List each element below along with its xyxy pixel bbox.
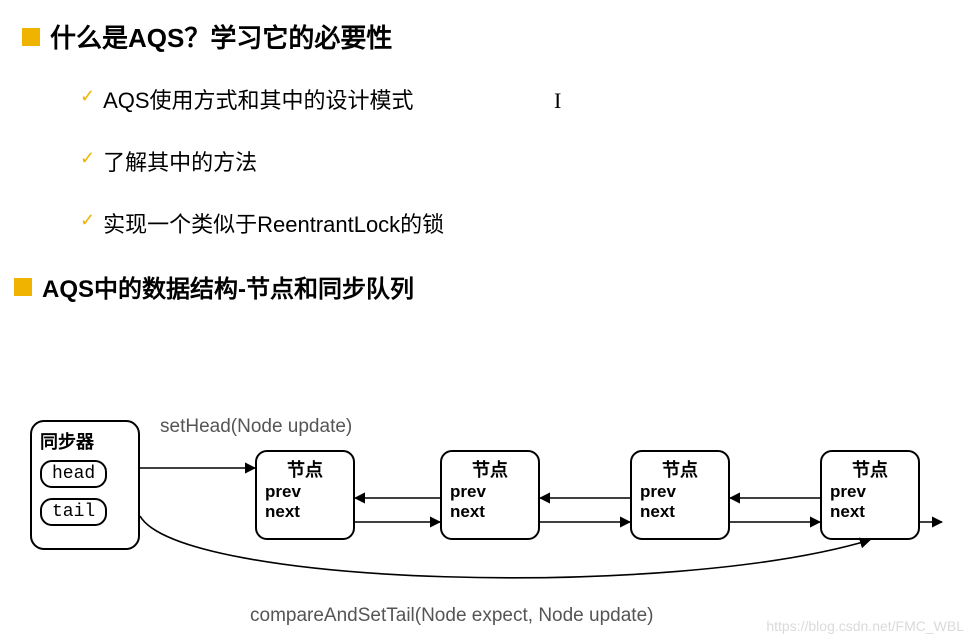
tail-pill: tail xyxy=(40,498,107,526)
head-pill: head xyxy=(40,460,107,488)
node-prev: prev xyxy=(450,482,530,502)
check-icon: ✓ xyxy=(80,145,95,171)
bullet-text-0: AQS使用方式和其中的设计模式 xyxy=(103,83,413,115)
node-title: 节点 xyxy=(265,456,345,482)
node-title: 节点 xyxy=(640,456,720,482)
node-box: 节点prevnext xyxy=(630,450,730,540)
check-icon: ✓ xyxy=(80,83,95,109)
square-bullet-icon xyxy=(22,28,40,46)
list-item: ✓ 实现一个类似于ReentrantLock的锁 xyxy=(80,207,974,239)
list-item: ✓ 了解其中的方法 xyxy=(80,145,974,177)
heading-2: AQS中的数据结构-节点和同步队列 xyxy=(14,269,974,304)
heading-1-text: 什么是AQS？学习它的必要性 xyxy=(50,18,392,55)
node-prev: prev xyxy=(640,482,720,502)
node-title: 节点 xyxy=(450,456,530,482)
node-next: next xyxy=(640,502,720,522)
node-prev: prev xyxy=(265,482,345,502)
sub-list: ✓ AQS使用方式和其中的设计模式 ✓ 了解其中的方法 ✓ 实现一个类似于Ree… xyxy=(80,83,974,239)
bullet-text-2: 实现一个类似于ReentrantLock的锁 xyxy=(103,207,444,239)
check-icon: ✓ xyxy=(80,207,95,233)
node-prev: prev xyxy=(830,482,910,502)
bullet-text-1: 了解其中的方法 xyxy=(103,145,257,177)
aqs-diagram: 同步器 head tail setHead(Node update) 节点pre… xyxy=(30,410,950,630)
node-next: next xyxy=(830,502,910,522)
sync-label: 同步器 xyxy=(40,428,130,454)
watermark: https://blog.csdn.net/FMC_WBL xyxy=(766,618,964,634)
heading-1: 什么是AQS？学习它的必要性 xyxy=(22,18,974,55)
sethead-label: setHead(Node update) xyxy=(160,416,352,438)
node-box: 节点prevnext xyxy=(440,450,540,540)
heading-2-text: AQS中的数据结构-节点和同步队列 xyxy=(42,269,414,304)
node-box: 节点prevnext xyxy=(820,450,920,540)
node-next: next xyxy=(265,502,345,522)
node-box: 节点prevnext xyxy=(255,450,355,540)
node-title: 节点 xyxy=(830,456,910,482)
cas-label: compareAndSetTail(Node expect, Node upda… xyxy=(250,605,653,627)
square-bullet-icon xyxy=(14,278,32,296)
text-cursor-icon: I xyxy=(554,88,561,114)
node-next: next xyxy=(450,502,530,522)
sync-box: 同步器 head tail xyxy=(30,420,140,550)
list-item: ✓ AQS使用方式和其中的设计模式 xyxy=(80,83,974,115)
